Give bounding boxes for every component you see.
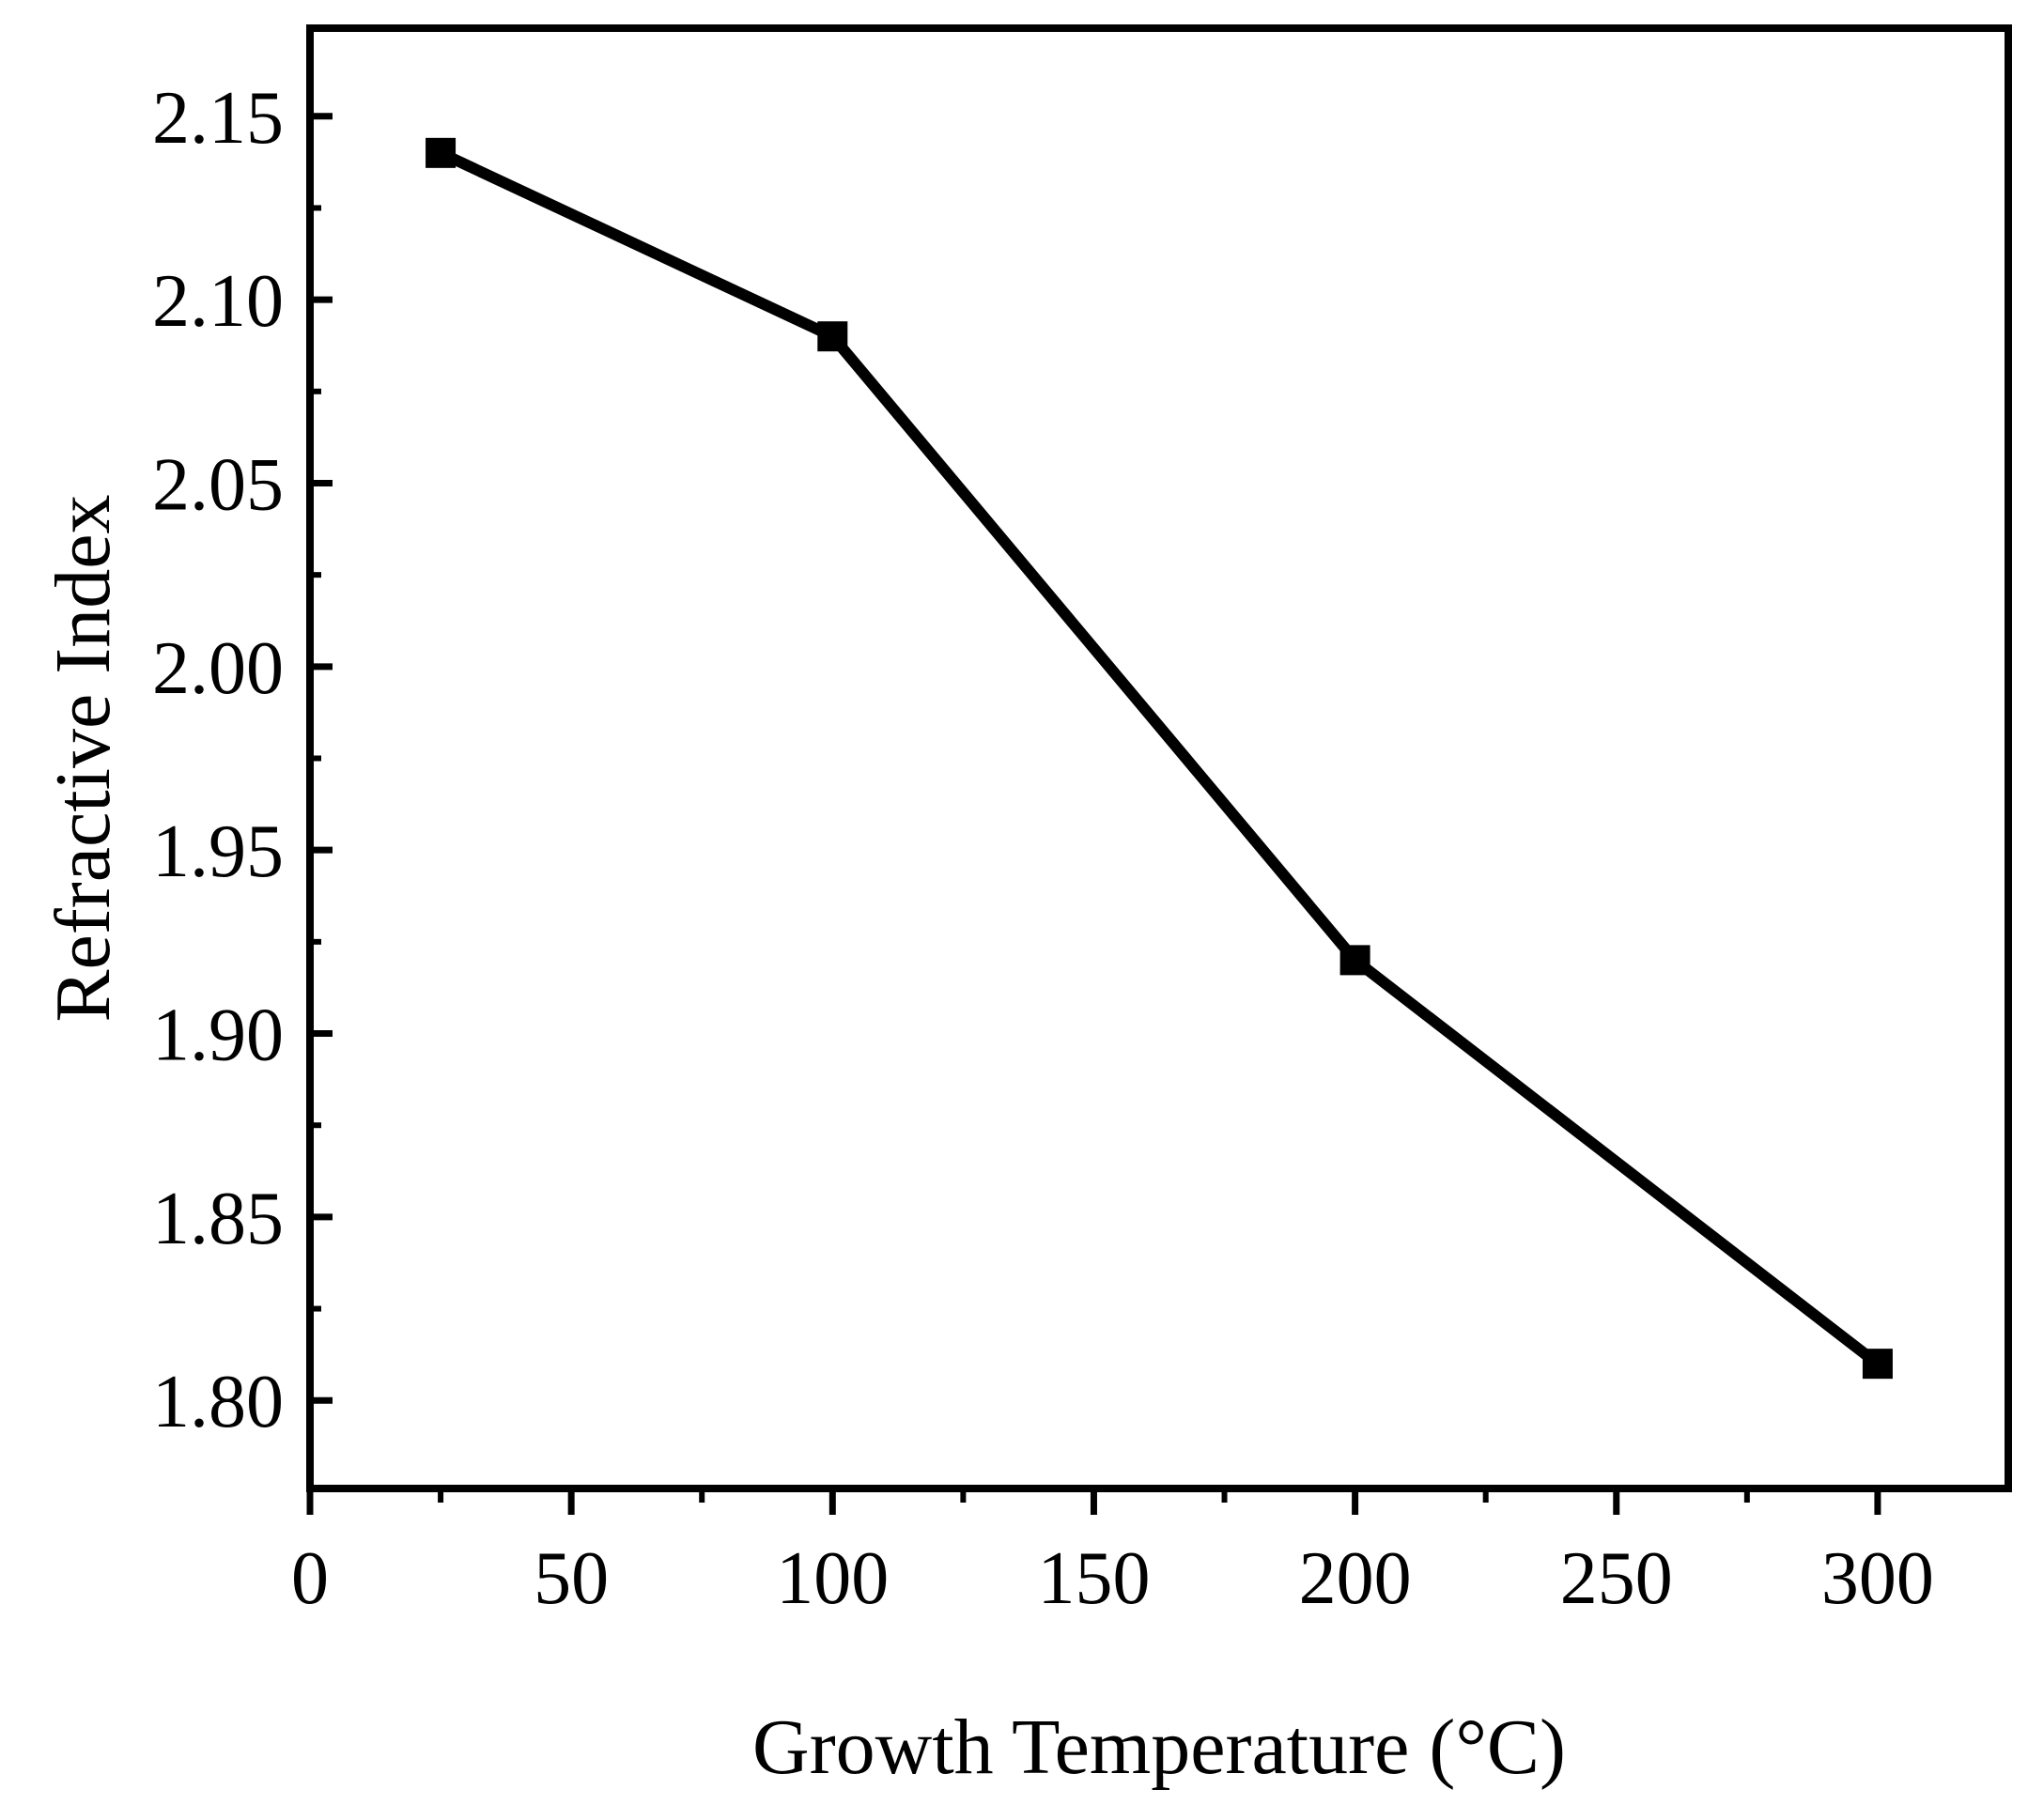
x-tick-label: 200 bbox=[1299, 1537, 1412, 1620]
x-tick-label: 0 bbox=[291, 1537, 329, 1620]
y-tick-label: 1.85 bbox=[152, 1178, 284, 1260]
y-tick-label: 1.95 bbox=[152, 810, 284, 893]
series-line bbox=[438, 147, 1881, 1368]
plot-area-frame bbox=[306, 24, 2012, 1492]
data-point-marker bbox=[817, 321, 848, 352]
data-point-marker bbox=[426, 137, 457, 168]
x-tick-label: 300 bbox=[1821, 1537, 1934, 1620]
y-tick-label: 1.90 bbox=[152, 995, 284, 1077]
x-tick-label: 100 bbox=[776, 1537, 889, 1620]
y-tick-label: 2.15 bbox=[152, 77, 284, 160]
data-point-marker bbox=[1339, 945, 1370, 976]
x-tick-label: 250 bbox=[1560, 1537, 1673, 1620]
y-axis-title: Refractive Index bbox=[39, 494, 127, 1022]
y-tick-label: 1.80 bbox=[152, 1361, 284, 1443]
data-point-marker bbox=[1862, 1349, 1893, 1380]
x-tick-label: 50 bbox=[534, 1537, 609, 1620]
series-layer bbox=[426, 137, 1893, 1380]
y-tick-label: 2.10 bbox=[152, 260, 284, 343]
y-tick-label: 2.00 bbox=[152, 627, 284, 710]
x-axis-title: Growth Temperature (°C) bbox=[752, 1704, 1566, 1791]
tick-labels-layer: 0 50 100 150 200 250 300 1.80 1.85 1.90 1.95 2.00 2.… bbox=[152, 77, 1934, 1620]
y-tick-label: 2.05 bbox=[152, 443, 284, 526]
x-tick-label: 150 bbox=[1037, 1537, 1150, 1620]
